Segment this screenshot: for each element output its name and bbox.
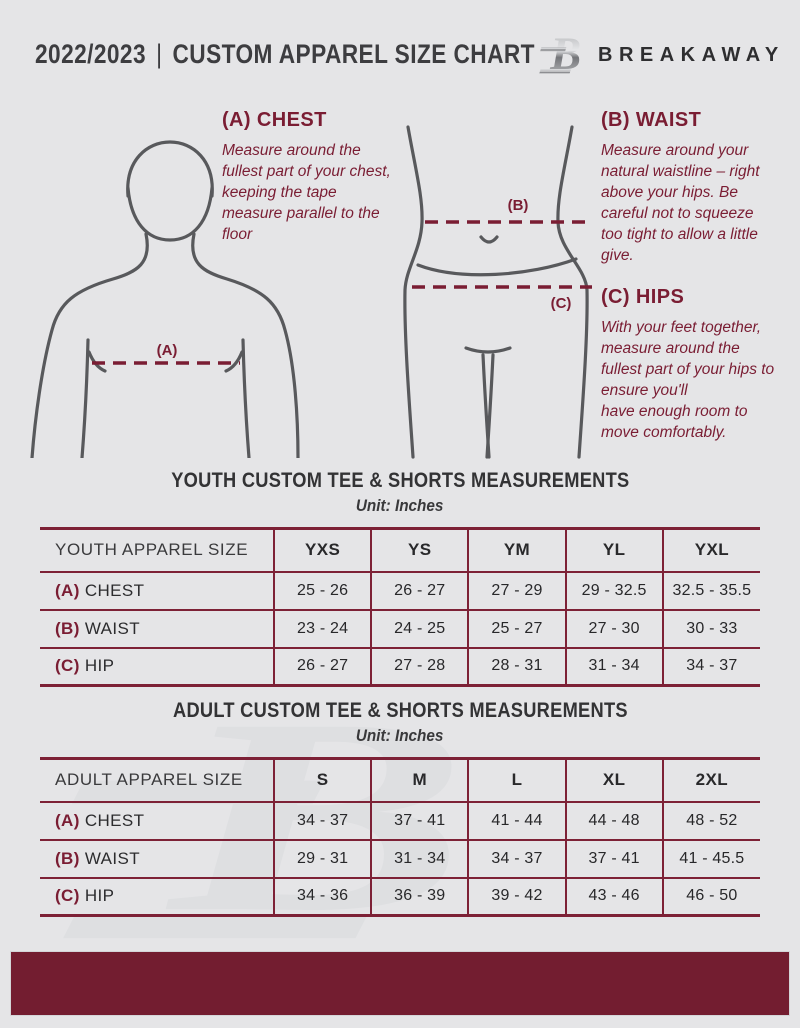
youth-hip-row: (C) HIP 26 - 27 27 - 28 28 - 31 31 - 34 3… [40,646,760,687]
youth-size-label: YOUTH APPAREL SIZE [40,527,274,573]
adult-size-2xl: 2XL [661,757,760,803]
size-cell: 30 - 33 [661,608,760,648]
chest-section-body: Measure around the fullest part of your … [222,142,391,243]
adult-size-m: M [370,757,469,803]
youth-table-unit: Unit: Inches [356,496,444,515]
youth-size-yxl: YXL [661,527,760,573]
size-cell: 44 - 48 [564,800,663,840]
adult-header-row: ADULT APPAREL SIZE S M L XL 2XL [40,757,760,803]
size-cell: 37 - 41 [370,800,469,840]
size-cell: 24 - 25 [370,608,469,648]
size-cell: 37 - 41 [564,838,663,878]
youth-size-table: YOUTH APPAREL SIZE YXS YS YM YL YXL (A) C… [40,527,760,687]
adult-size-xl: XL [564,757,663,803]
size-cell: 27 - 29 [467,570,566,610]
size-cell: 31 - 34 [370,838,469,878]
size-cell: 29 - 31 [272,838,372,878]
size-cell: 26 - 27 [370,570,469,610]
row-label: (A) CHEST [40,570,274,610]
waist-section-body: Measure around your natural waistline – … [601,142,760,264]
size-cell: 43 - 46 [564,876,663,917]
waist-section-heading: (B) WAIST [601,109,702,131]
title-main: CUSTOM APPAREL SIZE CHART [172,39,535,69]
adult-hip-row: (C) HIP 34 - 36 36 - 39 39 - 42 43 - 46 4… [40,876,760,917]
adult-table-unit: Unit: Inches [356,726,444,745]
hips-section-heading: (C) HIPS [601,286,685,308]
adult-chest-row: (A) CHEST 34 - 37 37 - 41 41 - 44 44 - 48… [40,800,760,840]
size-cell: 34 - 36 [272,876,372,917]
lower-body-figure: (B) (C) [403,125,592,459]
size-cell: 25 - 26 [272,570,372,610]
youth-size-yl: YL [564,527,663,573]
chest-section-heading: (A) CHEST [222,109,327,131]
row-label: (A) CHEST [40,800,274,840]
adult-size-label: ADULT APPAREL SIZE [40,757,274,803]
row-label: (B) WAIST [40,838,274,878]
document-title: 2022/2023 | CUSTOM APPAREL SIZE CHART [35,39,535,70]
row-label: (C) HIP [40,646,274,687]
logo-letter: B [549,29,581,76]
size-cell: 23 - 24 [272,608,372,648]
adult-size-s: S [272,757,372,803]
waist-marker-label: (B) [508,197,529,214]
breakaway-logo-icon: B [539,29,581,76]
size-cell: 39 - 42 [467,876,566,917]
size-cell: 41 - 45.5 [661,838,760,878]
youth-size-ym: YM [467,527,566,573]
size-cell: 46 - 50 [661,876,760,917]
row-label: (B) WAIST [40,608,274,648]
size-cell: 27 - 28 [370,646,469,687]
size-cell: 41 - 44 [467,800,566,840]
brand-lockup: B BREAKAWAY [538,26,785,76]
hips-section-body: With your feet together, measure around … [601,319,775,441]
title-separator: | [156,39,163,69]
size-cell: 25 - 27 [467,608,566,648]
size-cell: 31 - 34 [564,646,663,687]
upper-body-figure: (A) [30,140,300,458]
size-cell: 34 - 37 [661,646,760,687]
title-year: 2022/2023 [35,39,146,69]
adult-size-table: ADULT APPAREL SIZE S M L XL 2XL (A) CHEST… [40,757,760,917]
youth-size-yxs: YXS [272,527,372,573]
size-cell: 27 - 30 [564,608,663,648]
youth-chest-row: (A) CHEST 25 - 26 26 - 27 27 - 29 29 - 32… [40,570,760,610]
adult-size-l: L [467,757,566,803]
size-cell: 34 - 37 [272,800,372,840]
brand-name: BREAKAWAY [598,43,785,66]
chest-marker-label: (A) [157,342,178,359]
row-label: (C) HIP [40,876,274,917]
size-cell: 29 - 32.5 [564,570,663,610]
hips-marker-label: (C) [551,295,572,312]
youth-size-ys: YS [370,527,469,573]
size-cell: 48 - 52 [661,800,760,840]
footer-bar [10,951,790,1016]
youth-table-title: YOUTH CUSTOM TEE & SHORTS MEASUREMENTS [170,469,630,492]
size-cell: 32.5 - 35.5 [661,570,760,610]
adult-table-title: ADULT CUSTOM TEE & SHORTS MEASUREMENTS [172,699,628,722]
youth-waist-row: (B) WAIST 23 - 24 24 - 25 25 - 27 27 - 30… [40,608,760,648]
size-cell: 36 - 39 [370,876,469,917]
youth-header-row: YOUTH APPAREL SIZE YXS YS YM YL YXL [40,527,760,573]
size-cell: 34 - 37 [467,838,566,878]
size-cell: 28 - 31 [467,646,566,687]
adult-waist-row: (B) WAIST 29 - 31 31 - 34 34 - 37 37 - 41… [40,838,760,878]
size-cell: 26 - 27 [272,646,372,687]
